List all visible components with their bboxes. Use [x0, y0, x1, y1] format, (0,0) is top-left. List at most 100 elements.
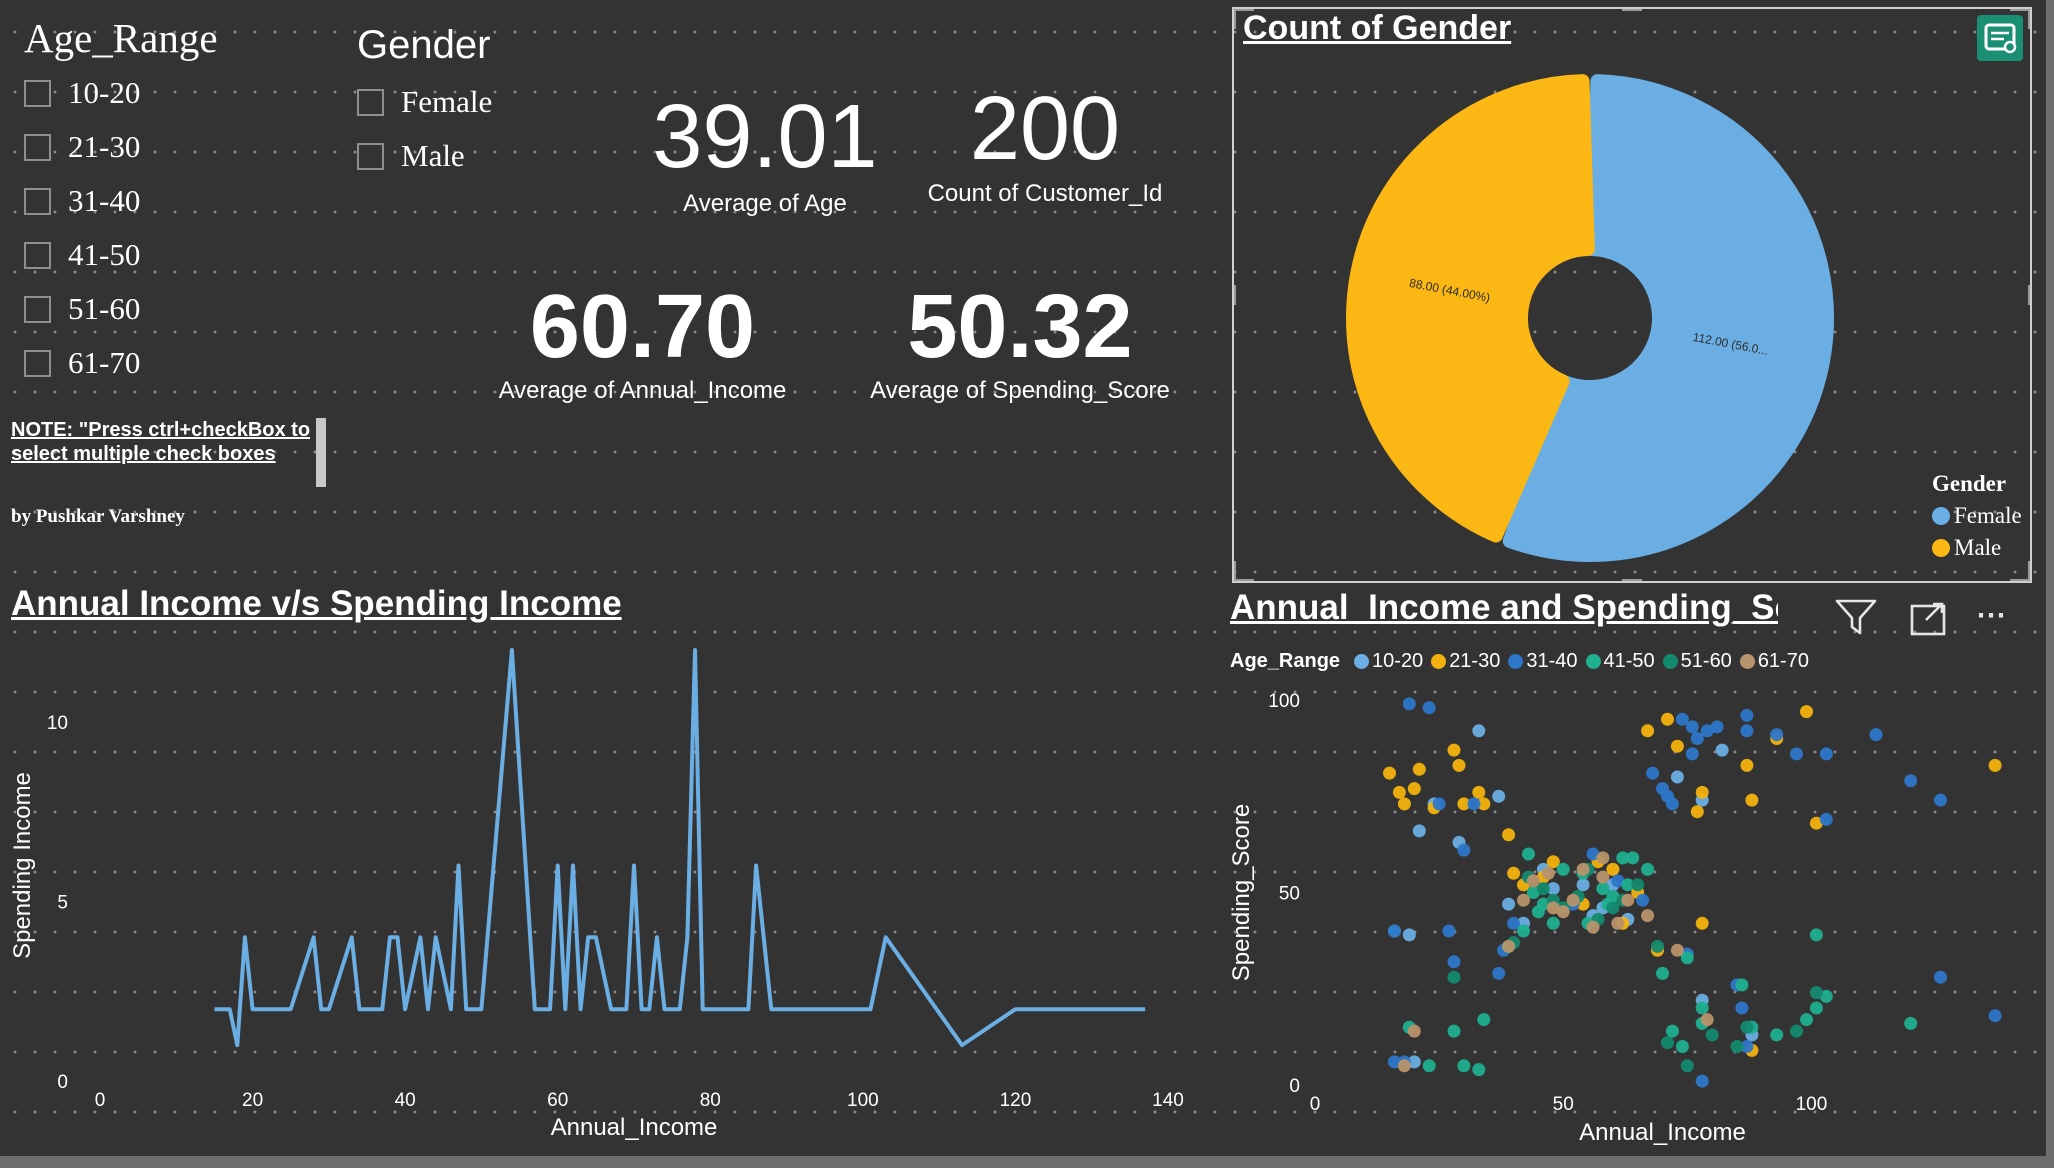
gender-option-female[interactable]: Female: [357, 84, 492, 120]
scatter-point-31-40[interactable]: [1457, 843, 1471, 857]
scatter-legend-item-31-40[interactable]: 31-40: [1508, 650, 1578, 673]
scatter-point-51-60[interactable]: [1631, 878, 1645, 892]
scatter-point-61-70[interactable]: [1700, 1013, 1714, 1027]
scatter-point-21-30[interactable]: [1477, 797, 1491, 811]
scatter-point-31-40[interactable]: [1387, 1055, 1401, 1069]
scatter-point-41-50[interactable]: [1457, 1059, 1471, 1073]
scatter-point-21-30[interactable]: [1507, 866, 1521, 880]
scatter-point-10-20[interactable]: [1407, 1055, 1421, 1069]
scatter-point-41-50[interactable]: [1665, 1024, 1679, 1038]
scatter-point-21-30[interactable]: [1472, 785, 1486, 799]
income-spending-scatter-visual[interactable]: Annual_Income and Spending_Score by Age_…: [1222, 585, 2046, 1156]
age-range-option-31-40[interactable]: 31-40: [24, 183, 140, 219]
note-scrollbar[interactable]: [316, 418, 326, 487]
scatter-point-21-30[interactable]: [1695, 785, 1709, 799]
scatter-point-31-40[interactable]: [1665, 797, 1679, 811]
scatter-point-21-30[interactable]: [1606, 862, 1620, 876]
filter-icon[interactable]: [1834, 597, 1878, 642]
scatter-point-31-40[interactable]: [1467, 797, 1481, 811]
line-series[interactable]: [214, 648, 1146, 1048]
scatter-legend-item-10-20[interactable]: 10-20: [1354, 650, 1423, 673]
scatter-point-31-40[interactable]: [1690, 732, 1704, 745]
scatter-point-51-60[interactable]: [1680, 1059, 1694, 1073]
checkbox[interactable]: [357, 88, 384, 116]
scatter-point-31-40[interactable]: [1695, 1074, 1709, 1088]
scatter-point-41-50[interactable]: [1809, 1001, 1823, 1015]
scatter-point-41-50[interactable]: [1800, 1013, 1813, 1027]
scatter-point-31-40[interactable]: [1790, 747, 1803, 761]
scatter-point-10-20[interactable]: [1472, 724, 1486, 738]
scatter-point-10-20[interactable]: [1502, 897, 1516, 911]
scatter-point-41-50[interactable]: [1695, 1001, 1709, 1015]
scatter-point-51-60[interactable]: [1447, 970, 1461, 984]
scatter-point-21-30[interactable]: [1502, 828, 1516, 842]
scatter-point-61-70[interactable]: [1546, 901, 1560, 915]
scatter-point-41-50[interactable]: [1447, 1024, 1461, 1038]
scatter-point-21-30[interactable]: [1392, 785, 1406, 799]
scatter-point-21-30[interactable]: [1641, 724, 1655, 738]
scatter-point-31-40[interactable]: [1988, 1009, 2002, 1023]
scatter-point-41-50[interactable]: [1904, 1016, 1918, 1030]
scatter-point-21-30[interactable]: [1800, 705, 1813, 719]
scatter-point-10-20[interactable]: [1715, 743, 1729, 757]
scatter-point-31-40[interactable]: [1586, 847, 1600, 861]
scatter-point-31-40[interactable]: [1904, 774, 1918, 788]
scatter-point-31-40[interactable]: [1422, 701, 1436, 715]
scatter-point-61-70[interactable]: [1526, 874, 1540, 888]
checkbox[interactable]: [24, 349, 51, 377]
scatter-point-41-50[interactable]: [1621, 878, 1635, 892]
scatter-point-31-40[interactable]: [1700, 724, 1714, 738]
scatter-point-41-50[interactable]: [1526, 886, 1540, 899]
scatter-point-61-70[interactable]: [1541, 866, 1555, 880]
scatter-point-51-60[interactable]: [1661, 1036, 1674, 1050]
age-range-option-51-60[interactable]: 51-60: [24, 291, 140, 327]
scatter-point-31-40[interactable]: [1685, 747, 1699, 761]
scatter-point-41-50[interactable]: [1546, 916, 1560, 930]
scatter-point-61-70[interactable]: [1611, 916, 1625, 930]
scatter-point-41-50[interactable]: [1626, 851, 1640, 865]
checkbox[interactable]: [24, 295, 51, 323]
scatter-point-41-50[interactable]: [1422, 1059, 1436, 1073]
scatter-legend-item-51-60[interactable]: 51-60: [1662, 650, 1732, 673]
scatter-point-21-30[interactable]: [1988, 758, 2002, 772]
income-vs-spending-line-visual[interactable]: Annual Income v/s Spending Income 0 20 40 6…: [0, 580, 1215, 1156]
scatter-point-41-50[interactable]: [1517, 924, 1530, 938]
scatter-point-61-70[interactable]: [1556, 905, 1570, 919]
scatter-point-41-50[interactable]: [1809, 928, 1823, 942]
scatter-point-21-30[interactable]: [1740, 758, 1754, 772]
scatter-point-31-40[interactable]: [1646, 766, 1660, 780]
scatter-point-61-70[interactable]: [1621, 893, 1635, 907]
scatter-point-21-30[interactable]: [1452, 758, 1466, 772]
scatter-point-61-70[interactable]: [1670, 943, 1684, 957]
scatter-point-61-70[interactable]: [1576, 862, 1590, 876]
more-options-icon[interactable]: ⋯: [1976, 599, 2007, 632]
scatter-point-31-40[interactable]: [1492, 966, 1506, 980]
scatter-point-41-50[interactable]: [1819, 989, 1833, 1003]
focus-mode-icon[interactable]: [1977, 15, 2023, 61]
scatter-point-51-60[interactable]: [1740, 1020, 1754, 1034]
scatter-point-21-30[interactable]: [1661, 712, 1674, 726]
scatter-point-31-40[interactable]: [1675, 712, 1689, 726]
scatter-point-51-60[interactable]: [1705, 1028, 1719, 1042]
age-range-option-61-70[interactable]: 61-70: [24, 345, 140, 381]
checkbox[interactable]: [24, 241, 51, 269]
scatter-legend-item-21-30[interactable]: 21-30: [1431, 650, 1500, 673]
age-range-option-10-20[interactable]: 10-20: [24, 75, 140, 111]
scatter-point-41-50[interactable]: [1596, 882, 1610, 896]
scatter-point-31-40[interactable]: [1819, 747, 1833, 761]
scatter-point-61-70[interactable]: [1502, 939, 1516, 953]
expand-icon[interactable]: [1909, 601, 1949, 642]
scatter-point-51-60[interactable]: [1730, 1040, 1744, 1053]
scatter-point-61-70[interactable]: [1586, 920, 1600, 934]
scatter-point-31-40[interactable]: [1442, 924, 1456, 938]
checkbox[interactable]: [24, 133, 51, 161]
scatter-point-31-40[interactable]: [1447, 955, 1461, 969]
scatter-point-41-50[interactable]: [1531, 905, 1545, 919]
scatter-point-31-40[interactable]: [1735, 1001, 1749, 1015]
scatter-legend-item-61-70[interactable]: 61-70: [1739, 650, 1809, 673]
scatter-point-10-20[interactable]: [1576, 878, 1590, 892]
scatter-point-51-60[interactable]: [1606, 901, 1620, 915]
scatter-point-61-70[interactable]: [1596, 851, 1610, 865]
scatter-point-51-60[interactable]: [1536, 882, 1550, 896]
scatter-point-21-30[interactable]: [1397, 797, 1411, 811]
